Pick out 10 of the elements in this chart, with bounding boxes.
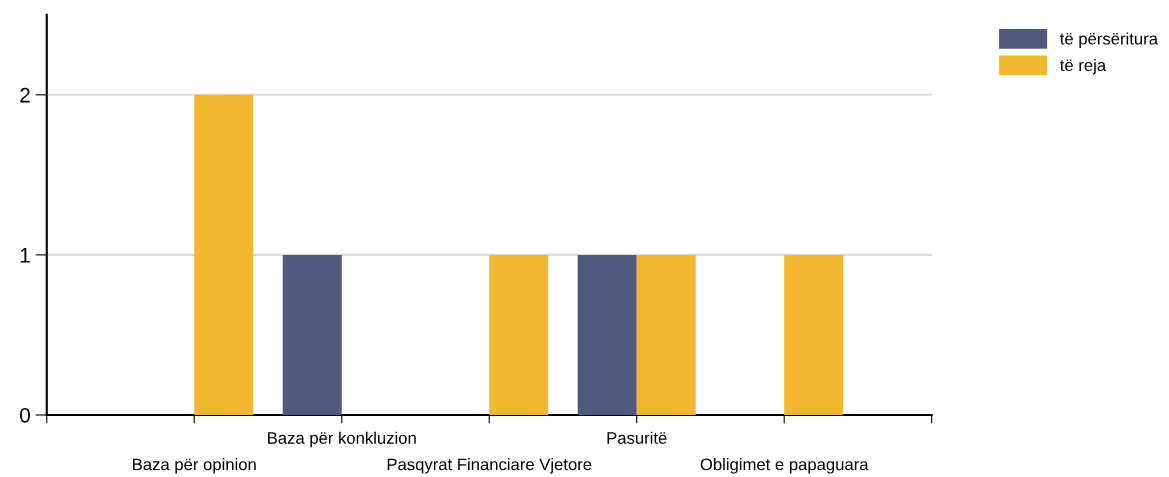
x-tick-label: Pasuritë bbox=[607, 431, 667, 444]
y-tick-label: 0 bbox=[20, 407, 30, 423]
y-tick-label: 2 bbox=[20, 87, 30, 103]
x-tick-label: Baza për konkluzion bbox=[268, 431, 416, 448]
legend-label: të reja bbox=[1060, 58, 1107, 75]
legend-label: të përsëritura bbox=[1060, 32, 1158, 48]
x-tick-label: Obligimet e papaguara bbox=[700, 458, 869, 474]
x-tick-label: Baza për opinion bbox=[133, 458, 256, 474]
y-tick-label: 1 bbox=[20, 248, 30, 263]
x-tick-label: Pasqyrat Financiare Vjetore bbox=[387, 458, 592, 474]
